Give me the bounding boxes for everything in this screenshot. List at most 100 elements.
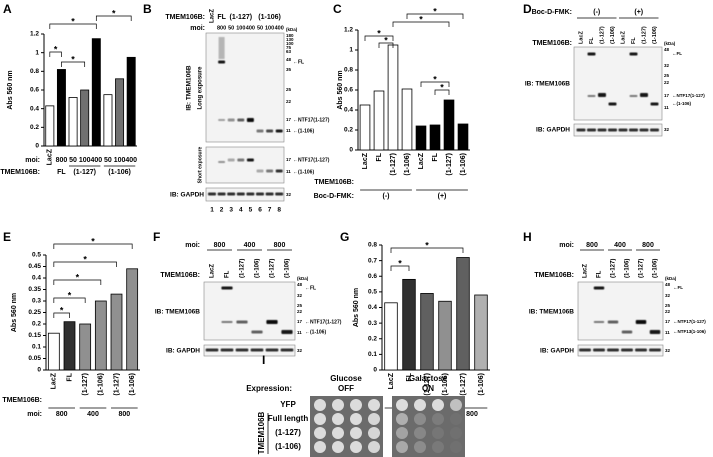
band (217, 192, 226, 196)
label: 48 (297, 282, 303, 287)
y-tick-label: 0.8 (30, 68, 39, 75)
band (629, 52, 638, 56)
label: LacZ (620, 31, 626, 44)
label: (1-106) (652, 26, 658, 44)
significance-bracket (95, 15, 132, 21)
band (629, 95, 638, 97)
y-tick-label: 0.4 (368, 304, 377, 311)
significance-mark: * (398, 258, 402, 268)
label: moi: (559, 242, 574, 249)
label: 4 (239, 207, 243, 214)
label: 22 (297, 309, 303, 314)
label: 5 (249, 207, 253, 214)
label: 11 (664, 105, 669, 110)
row-label: Boc-D-FMK: (314, 193, 354, 200)
y-axis-label: Abs 560 nm (353, 288, 360, 327)
band (266, 169, 274, 173)
label: 50 (257, 25, 263, 31)
label: 25 (665, 303, 671, 308)
significance-mark: * (425, 240, 429, 250)
significance-mark: * (440, 82, 444, 92)
blot-membrane (205, 187, 285, 202)
yeast-spot (432, 427, 444, 439)
band (235, 348, 249, 352)
significance-mark: * (54, 44, 58, 54)
significance-mark: * (71, 16, 75, 26)
x-tick-label: FL (376, 152, 383, 161)
band (587, 128, 596, 132)
label: ←NTF13(1-106) (673, 329, 706, 334)
band (218, 161, 226, 163)
x-tick-label: 400 (125, 157, 137, 164)
label: IB: GAPDH (536, 127, 570, 134)
label: TMEM106B: (532, 40, 572, 47)
band (593, 321, 605, 323)
y-tick-label: 0.05 (28, 355, 41, 362)
y-tick-label: 0.6 (344, 87, 353, 94)
label: 7 (268, 207, 272, 214)
label: TMEM106B: (160, 272, 200, 279)
label: 800 (586, 242, 598, 249)
smear (218, 37, 225, 59)
label: 400 (244, 242, 256, 249)
band (275, 129, 283, 133)
group-label: 800 (56, 411, 68, 418)
group-label: 800 (466, 411, 478, 418)
label: 180 (286, 33, 294, 38)
label: 22 (665, 309, 671, 314)
yeast-spot (368, 427, 380, 439)
label: ←NTF17(1-127) (672, 93, 705, 98)
bar (415, 125, 427, 151)
band (640, 93, 648, 97)
label: ←FL (673, 285, 683, 290)
y-tick-label: 0.4 (32, 275, 41, 282)
label: 25 (297, 303, 303, 308)
yeast-spot (414, 413, 426, 425)
label: 22 (664, 80, 670, 85)
band (227, 192, 236, 196)
band (639, 128, 649, 132)
y-tick-label: 0 (373, 367, 377, 374)
label: 63 (286, 49, 292, 54)
label: LacZ (578, 31, 584, 44)
band (608, 102, 617, 106)
yeast-spot (450, 441, 462, 453)
band (236, 192, 245, 196)
significance-mark: * (433, 6, 437, 16)
significance-bracket (390, 247, 464, 253)
panel-letter: A (3, 2, 12, 16)
bar (401, 88, 413, 151)
label: 6 (258, 207, 262, 214)
significance-mark: * (76, 272, 80, 282)
panel-letter: D (523, 2, 532, 16)
significance-mark: * (377, 28, 381, 38)
bar (359, 104, 371, 151)
label: 17 (286, 117, 292, 122)
blot-membrane (203, 281, 296, 341)
label: IB: TMEM106B (529, 309, 574, 316)
label: 32 (665, 293, 671, 298)
band (649, 348, 661, 352)
band (227, 158, 235, 162)
band (587, 95, 596, 97)
label: (1-127) (230, 14, 253, 21)
bar (56, 69, 66, 147)
bar (115, 78, 125, 147)
x-tick-label: LacZ (388, 372, 395, 389)
y-tick-label: 0.2 (32, 321, 41, 328)
panel-letter: B (143, 2, 152, 16)
bar (456, 257, 470, 371)
label: 800 (642, 242, 654, 249)
label: LacZ (583, 264, 589, 278)
label: TMEM106B: (165, 14, 205, 21)
bar (63, 321, 76, 371)
panel-letter: E (3, 230, 11, 244)
label: 800 (217, 25, 226, 31)
label: 400 (246, 25, 255, 31)
panel-letter: G (340, 230, 349, 244)
yeast-spot (314, 413, 326, 425)
label: 32 (297, 348, 303, 353)
band (265, 348, 279, 352)
label: 17 (286, 157, 292, 162)
